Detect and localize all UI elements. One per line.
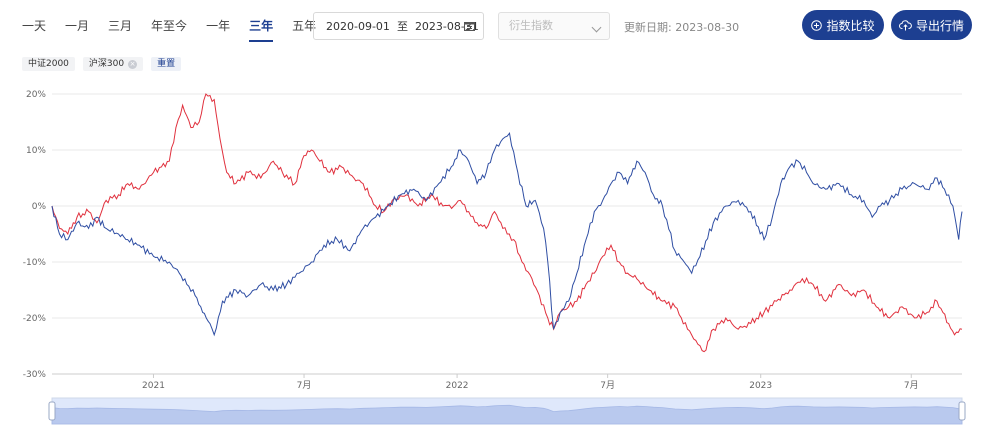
series-line <box>51 131 963 337</box>
x-tick-label: 2023 <box>749 381 772 391</box>
tab-1y[interactable]: 一年 <box>206 19 231 33</box>
date-range-picker[interactable]: 2020-09-01 至 2023-08-31 <box>313 12 484 40</box>
range-tabs: 一天 一月 三月 年至今 一年 三年 五年 <box>22 17 335 42</box>
x-tick-label: 2022 <box>446 381 469 391</box>
x-axis: 2021 7月 2022 7月 2023 7月 <box>52 373 962 391</box>
chip-label: 沪深300 <box>88 59 125 69</box>
navigator-handle[interactable] <box>958 401 966 421</box>
derivative-select-placeholder: 衍生指数 <box>509 19 553 32</box>
tab-1m[interactable]: 一月 <box>65 19 90 33</box>
index-chip[interactable]: 沪深300 × <box>82 57 144 71</box>
reset-button[interactable]: 重置 <box>151 57 182 71</box>
y-tick-label: 20% <box>26 90 46 100</box>
update-date-text: 更新日期: 2023-08-30 <box>624 21 740 34</box>
date-separator: 至 <box>396 20 408 33</box>
compare-button-label: 指数比较 <box>826 18 875 33</box>
x-tick-label: 7月 <box>904 380 919 391</box>
y-tick-label: -30% <box>23 370 47 380</box>
export-quotes-button[interactable]: 导出行情 <box>891 10 972 40</box>
chevron-down-icon <box>591 22 602 33</box>
navigator-handle[interactable] <box>48 401 56 421</box>
close-icon[interactable]: × <box>128 59 138 69</box>
y-tick-label: 10% <box>26 146 46 156</box>
y-tick-label: -10% <box>23 258 47 268</box>
toolbar: 一天 一月 三月 年至今 一年 三年 五年 2020-09-01 至 2023-… <box>0 0 1000 50</box>
y-axis: 20% 10% 0% -10% -20% -30% <box>23 90 47 380</box>
compare-index-button[interactable]: 指数比较 <box>802 10 884 40</box>
tab-5y[interactable]: 五年 <box>292 19 317 33</box>
calendar-icon[interactable] <box>464 21 475 31</box>
export-button-label: 导出行情 <box>915 18 964 33</box>
chip-label: 中证2000 <box>28 59 69 69</box>
x-tick-label: 2021 <box>142 381 165 391</box>
navigator-area <box>51 404 963 425</box>
selected-index-chips: 中证2000 沪深300 × 重置 <box>22 57 182 71</box>
x-tick-label: 7月 <box>600 380 615 391</box>
date-end[interactable]: 2023-08-31 <box>414 19 479 33</box>
tab-3m[interactable]: 三月 <box>108 19 133 33</box>
series-line <box>51 93 963 353</box>
index-chip[interactable]: 中证2000 <box>22 57 75 71</box>
cloud-upload-icon <box>899 19 912 30</box>
derivative-index-select[interactable]: 衍生指数 <box>498 12 610 40</box>
chart-series <box>51 93 963 353</box>
date-start[interactable]: 2020-09-01 <box>326 19 390 33</box>
x-tick-label: 7月 <box>297 380 312 391</box>
y-tick-label: -20% <box>23 314 47 324</box>
plus-circle-icon <box>811 19 823 31</box>
tab-3y[interactable]: 三年 <box>249 19 274 42</box>
tab-ytd[interactable]: 年至今 <box>151 19 188 33</box>
performance-chart: 20% 10% 0% -10% -20% -30% 2021 7月 2022 7月 2023 7月 <box>23 90 966 425</box>
y-tick-label: 0% <box>32 202 47 212</box>
range-navigator[interactable] <box>48 397 966 425</box>
tab-1d[interactable]: 一天 <box>22 19 47 33</box>
